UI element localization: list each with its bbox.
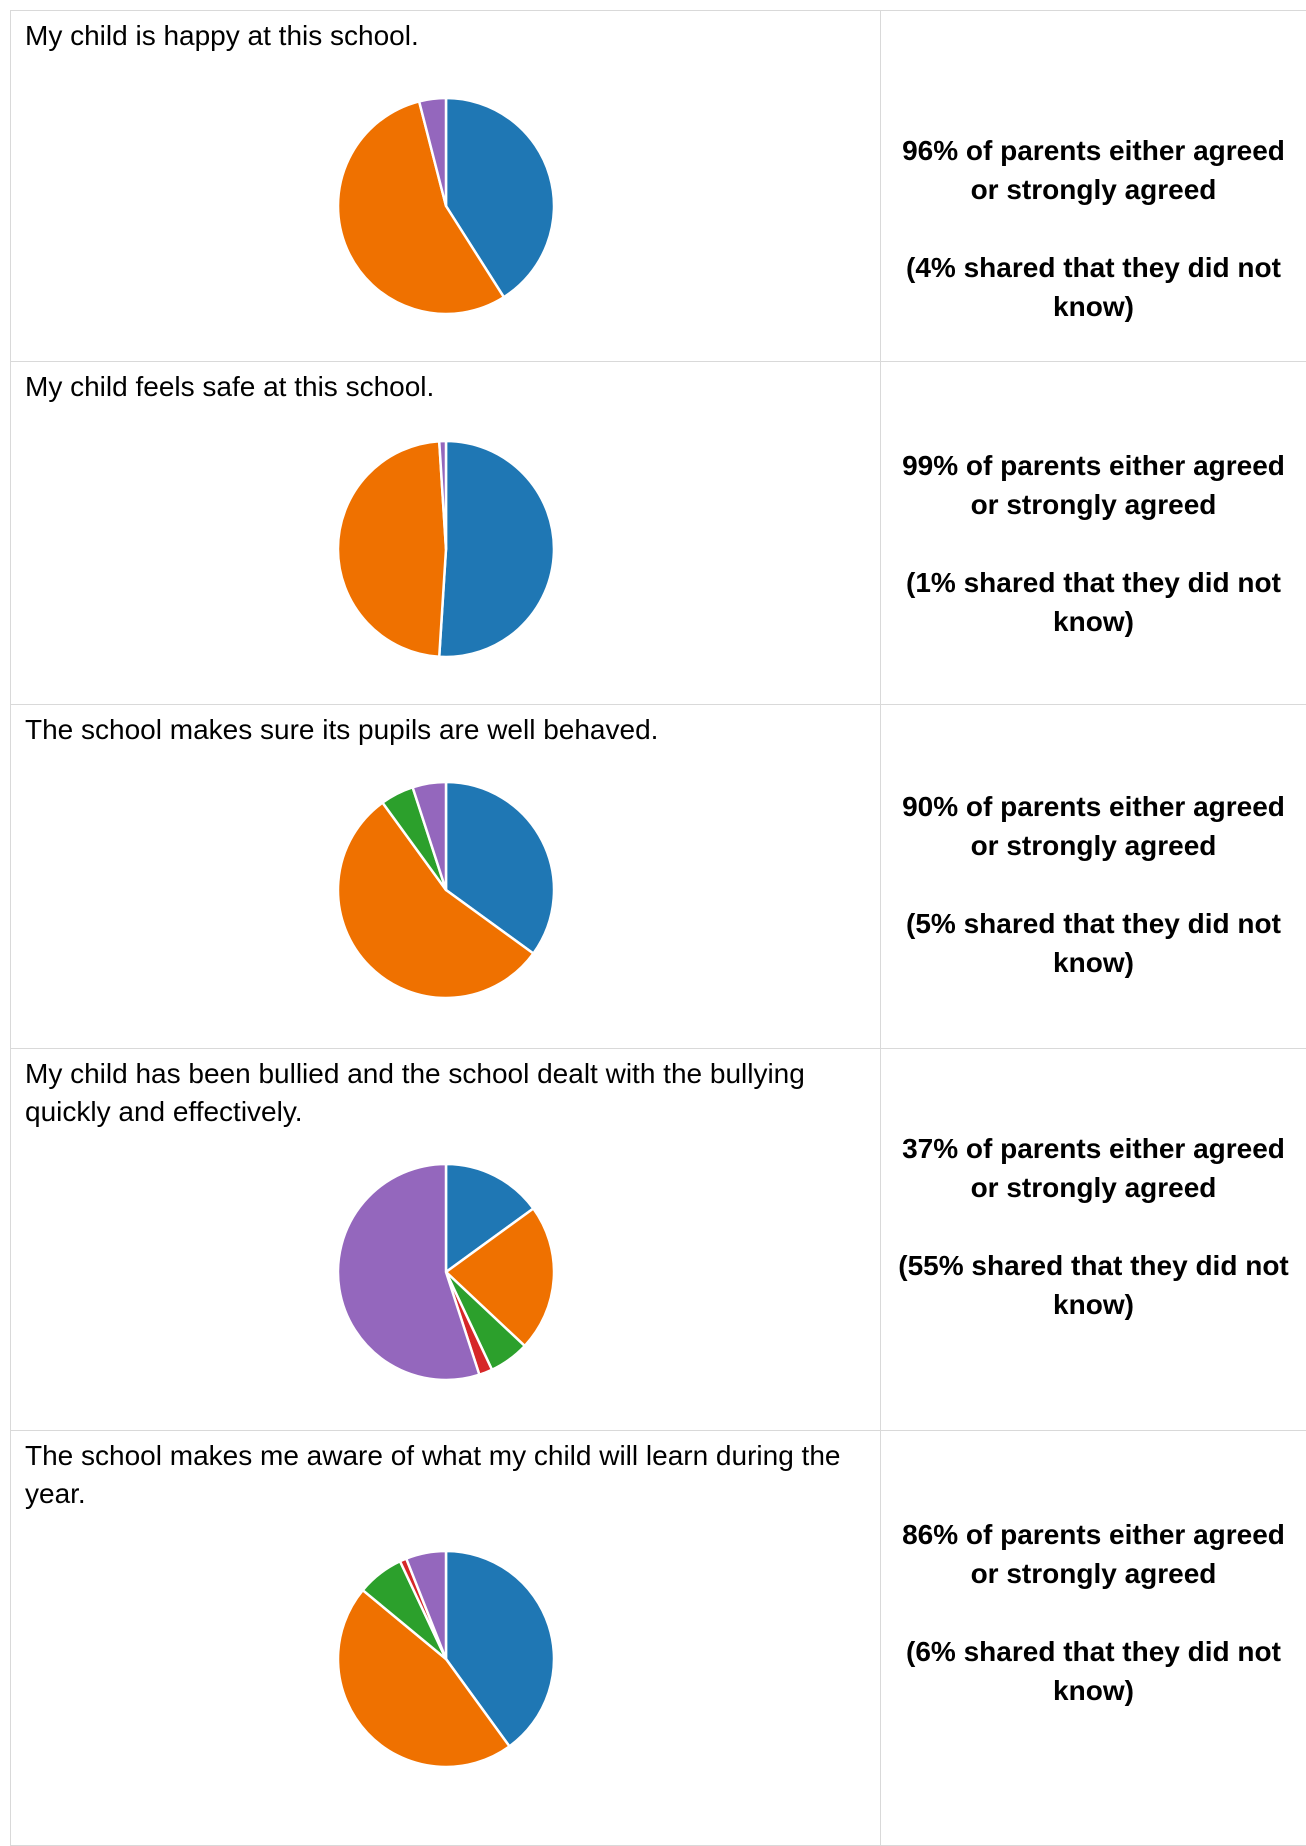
summary-note: (4% shared that they did not know)	[889, 248, 1298, 326]
summary-note: (1% shared that they did not know)	[889, 563, 1298, 641]
summary-note: (5% shared that they did not know)	[889, 904, 1298, 982]
table-row: My child has been bullied and the school…	[11, 1049, 1306, 1431]
summary-cell: 90% of parents either agreed or strongly…	[881, 705, 1306, 1049]
summary: 90% of parents either agreed or strongly…	[881, 787, 1306, 982]
summary: 86% of parents either agreed or strongly…	[881, 1515, 1306, 1710]
question-text: My child has been bullied and the school…	[25, 1055, 870, 1131]
question-text: The school makes sure its pupils are wel…	[25, 711, 870, 749]
pie-slice-agree	[338, 441, 446, 657]
pie-chart-curriculum	[331, 1544, 561, 1774]
question-cell: My child is happy at this school.	[11, 11, 881, 362]
question-text: My child feels safe at this school.	[25, 368, 870, 406]
summary: 99% of parents either agreed or strongly…	[881, 446, 1306, 641]
summary-cell: 99% of parents either agreed or strongly…	[881, 362, 1306, 705]
summary-main: 90% of parents either agreed or strongly…	[889, 787, 1298, 865]
table-row: My child is happy at this school. 96% of…	[11, 11, 1306, 362]
question-cell: The school makes sure its pupils are wel…	[11, 705, 881, 1049]
summary-main: 86% of parents either agreed or strongly…	[889, 1515, 1298, 1593]
question-cell: My child feels safe at this school.	[11, 362, 881, 705]
question-cell: The school makes me aware of what my chi…	[11, 1431, 881, 1846]
summary-note: (6% shared that they did not know)	[889, 1632, 1298, 1710]
pie-chart-behaviour	[331, 775, 561, 1005]
summary-main: 99% of parents either agreed or strongly…	[889, 446, 1298, 524]
question-text: My child is happy at this school.	[25, 17, 870, 55]
summary-cell: 96% of parents either agreed or strongly…	[881, 11, 1306, 362]
table-row: The school makes sure its pupils are wel…	[11, 705, 1306, 1049]
summary: 37% of parents either agreed or strongly…	[881, 1129, 1306, 1324]
pie-chart-bullying	[331, 1157, 561, 1387]
question-cell: My child has been bullied and the school…	[11, 1049, 881, 1431]
summary-main: 37% of parents either agreed or strongly…	[889, 1129, 1298, 1207]
summary-main: 96% of parents either agreed or strongly…	[889, 131, 1298, 209]
question-text: The school makes me aware of what my chi…	[25, 1437, 870, 1513]
summary-note: (55% shared that they did not know)	[889, 1246, 1298, 1324]
pie-slice-strongly-agree	[439, 441, 554, 657]
pie-chart-happy	[331, 91, 561, 321]
survey-results-table: My child is happy at this school. 96% of…	[10, 10, 1306, 1846]
table-row: The school makes me aware of what my chi…	[11, 1431, 1306, 1846]
table-row: My child feels safe at this school. 99% …	[11, 362, 1306, 705]
summary: 96% of parents either agreed or strongly…	[881, 131, 1306, 326]
pie-chart-safe	[331, 434, 561, 664]
summary-cell: 37% of parents either agreed or strongly…	[881, 1049, 1306, 1431]
summary-cell: 86% of parents either agreed or strongly…	[881, 1431, 1306, 1846]
